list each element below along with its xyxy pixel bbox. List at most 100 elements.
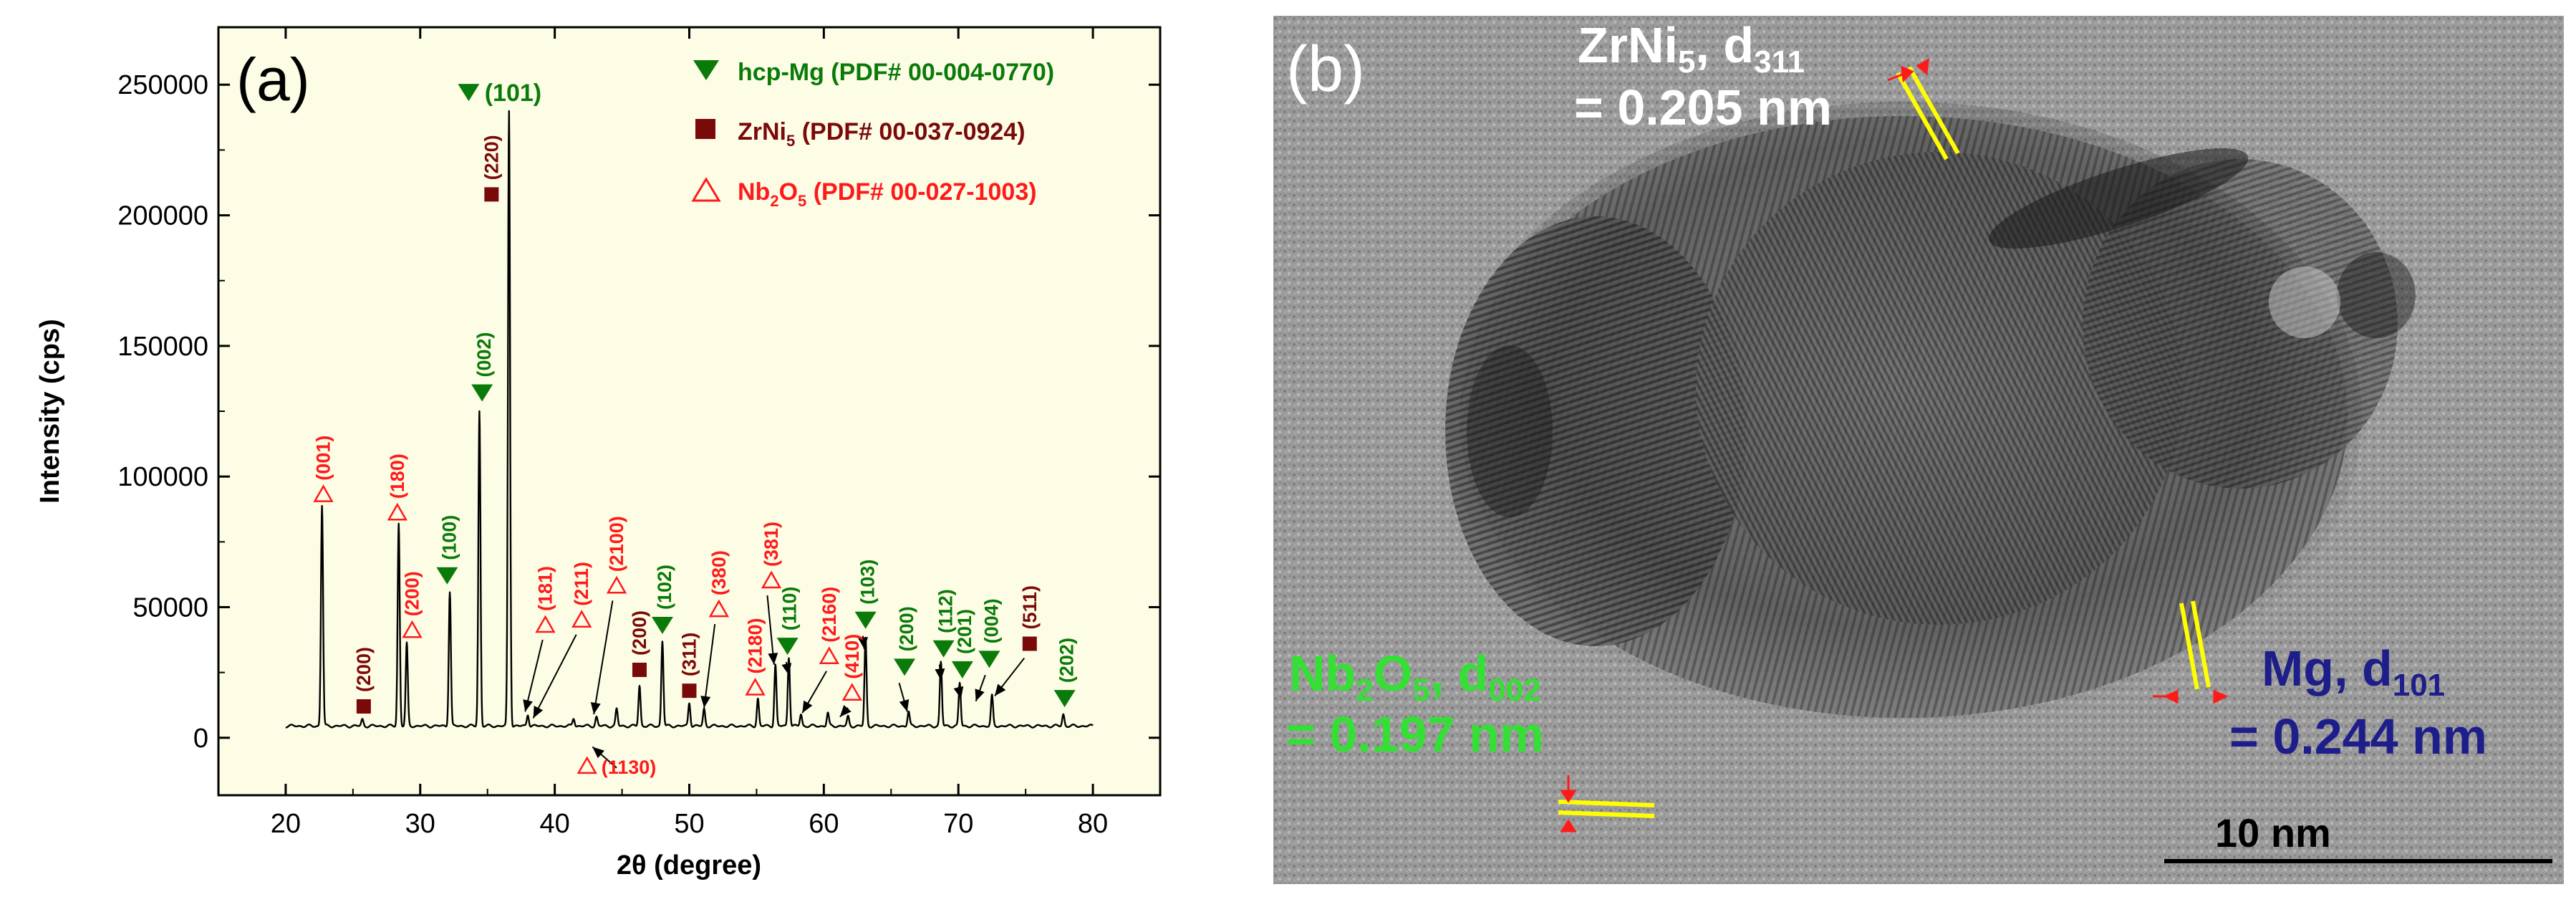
mg-label: (002) <box>473 332 495 377</box>
zrni5-dsub: 311 <box>1754 44 1805 80</box>
nb2o5-label: (2180) <box>745 618 766 673</box>
x-tick-label: 20 <box>271 809 301 839</box>
arrow-head <box>994 683 1006 696</box>
mg-marker <box>458 84 480 102</box>
nb2o5-marker <box>841 683 862 701</box>
arrow-head <box>802 700 813 714</box>
mg-label: (103) <box>857 560 879 605</box>
mg-marker <box>951 661 973 678</box>
mg-marker <box>776 638 799 656</box>
zrni5-marker <box>356 699 371 714</box>
legend-item-zrni5: ZrNi5 (PDF# 00-037-0924) <box>695 118 1026 150</box>
mg-marker <box>854 611 877 629</box>
legend: hcp-Mg (PDF# 00-004-0770) ZrNi5 (PDF# 00… <box>691 59 1054 210</box>
nb2o5-label: (200) <box>402 571 423 616</box>
mg-marker <box>978 651 1000 668</box>
legend-sub-2: 2 <box>770 192 778 210</box>
nb2o5-marker <box>606 575 627 594</box>
mg-marker <box>1053 690 1076 708</box>
mg-spacing: = 0.244 nm <box>2229 709 2487 764</box>
plot-area <box>217 26 1162 797</box>
bright-spot <box>2269 267 2340 338</box>
legend-pdf-zrni5: (PDF# 00-037-0924) <box>795 118 1025 145</box>
arrow-head <box>781 663 792 676</box>
nb2o5-sub5: 5 <box>1412 673 1429 708</box>
y-tick-label: 250000 <box>117 70 208 100</box>
nb2o5-label: (181) <box>534 566 556 611</box>
nb2o5-o: O <box>1374 646 1412 701</box>
x-tick-label: 70 <box>943 809 973 839</box>
panel-label-b: (b) <box>1286 34 1365 105</box>
nb2o5-nb: Nb <box>1289 646 1356 701</box>
nb2o5-label: (1130) <box>602 757 657 778</box>
arrow-head <box>858 637 869 649</box>
legend-label-zrni: ZrNi <box>738 118 786 145</box>
arrow-head <box>839 704 852 717</box>
legend-pdf-mg: (PDF# 00-004-0770) <box>824 59 1054 86</box>
arrow-head <box>523 699 533 712</box>
y-tick-label: 200000 <box>117 201 208 231</box>
arrow-head <box>975 688 985 701</box>
nb2o5-fringe-marker <box>1558 800 1655 818</box>
nb2o5-label: (410) <box>841 634 863 679</box>
nb2o5-marker <box>761 570 782 589</box>
nb2o5-label: (2160) <box>819 587 840 643</box>
mg-label: (102) <box>654 565 675 610</box>
phase-markers: (101) (002) (100) (102) (110) (103) (200) (112)… <box>313 80 1078 778</box>
scale-bar <box>2164 859 2552 863</box>
x-axis: 20 30 40 50 60 70 80 <box>271 27 1108 839</box>
svg-text:hcp-Mg (PDF# 00-004-0770): hcp-Mg (PDF# 00-004-0770) <box>738 59 1054 86</box>
mg-label: (101) <box>485 80 541 107</box>
x-tick-label: 50 <box>674 809 704 839</box>
mg-dsub: 101 <box>2393 668 2445 703</box>
svg-text:Nb2O5 (PDF# 00-027-1003): Nb2O5 (PDF# 00-027-1003) <box>738 178 1037 210</box>
y-axis: 0 50000 100000 150000 200000 250000 <box>117 70 1160 754</box>
mg-label: (200) <box>896 606 917 651</box>
zrni5-arrows <box>1887 58 1929 83</box>
nb2o5-label: (211) <box>571 562 592 606</box>
legend-label-nb: Nb <box>738 178 770 206</box>
y-axis-label: Intensity (cps) <box>35 319 65 504</box>
mg-marker <box>932 640 955 658</box>
mg-label: (202) <box>1056 638 1078 683</box>
nb2o5-marker <box>819 646 840 664</box>
mg-label-line1: Mg, d101 <box>2262 640 2445 703</box>
annotation-arrow <box>593 600 614 715</box>
y-tick-label: 50000 <box>132 592 208 623</box>
zrni5-marker <box>632 662 647 677</box>
legend-pdf-nb2o5: (PDF# 00-027-1003) <box>806 178 1036 206</box>
dark-spot-left <box>1467 345 1553 517</box>
legend-item-nb2o5: Nb2O5 (PDF# 00-027-1003) <box>691 177 1037 210</box>
legend-sub-5b: 5 <box>798 192 806 210</box>
particle-shadow <box>1445 102 2362 732</box>
legend-item-hcp-mg: hcp-Mg (PDF# 00-004-0770) <box>693 59 1054 86</box>
mg-label: (100) <box>438 515 460 560</box>
mg-label: (004) <box>980 598 1002 643</box>
nb2o5-sub2: 2 <box>1356 673 1373 708</box>
x-tick-label: 80 <box>1078 809 1108 839</box>
nb2o5-marker <box>535 615 556 633</box>
nb2o5-marker <box>577 756 597 774</box>
mg-marker <box>894 658 916 676</box>
panel-label-a: (a) <box>236 46 310 113</box>
nb2o5-label: (180) <box>387 454 408 499</box>
zrni5-name: ZrNi <box>1578 17 1678 73</box>
nb2o5-marker <box>708 599 729 618</box>
mg-marker <box>651 616 673 634</box>
nb2o5-marker <box>571 610 592 628</box>
zrni5-marker <box>484 187 499 202</box>
scale-bar-label: 10 nm <box>2215 810 2331 855</box>
tem-image: (b) ZrNi5, d311 = 0.205 nm Nb2O5, d002 =… <box>1273 16 2564 884</box>
arrow-head <box>700 696 711 708</box>
arrow-head <box>768 653 778 665</box>
down-triangle-icon <box>693 60 719 80</box>
nb2o5-spacing: = 0.197 nm <box>1286 706 1544 762</box>
zrni5-marker <box>1022 636 1037 651</box>
zrni5-label: (200) <box>629 610 650 656</box>
arrow-head <box>899 699 910 712</box>
zrni5-label-line1: ZrNi5, d311 <box>1578 17 1805 80</box>
nb2o5-label: (380) <box>708 550 730 595</box>
nb2o5-arrows <box>1560 775 1577 832</box>
dark-band <box>1988 148 2249 249</box>
dark-spot-right <box>2337 252 2416 338</box>
